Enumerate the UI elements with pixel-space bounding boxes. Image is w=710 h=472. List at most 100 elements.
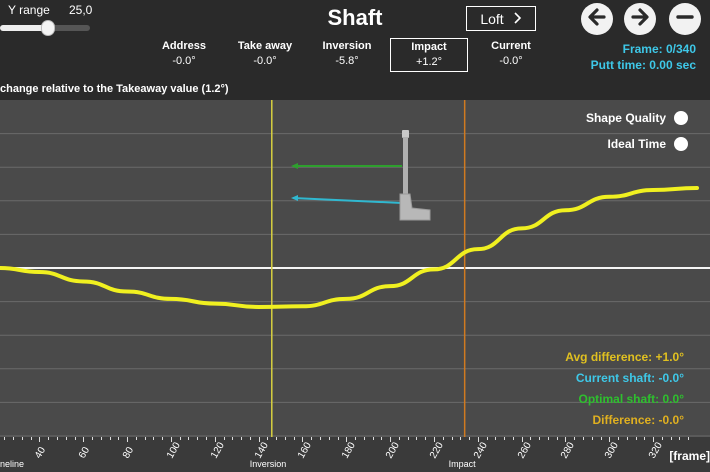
x-minor-tick (679, 437, 681, 440)
metric-impact[interactable]: Impact +1.2° (390, 38, 468, 72)
x-minor-tick (100, 437, 102, 440)
metric-inversion-label: Inversion (322, 40, 372, 52)
x-minor-tick (433, 437, 435, 442)
x-minor-tick (48, 437, 50, 440)
x-minor-tick (21, 437, 23, 440)
x-axis-area (0, 437, 710, 472)
frame-info: Frame: 0/340 Putt time: 0.00 sec (591, 41, 696, 73)
x-minor-tick (688, 437, 690, 440)
x-minor-tick (13, 437, 15, 440)
x-minor-tick (355, 437, 357, 440)
x-minor-tick (30, 437, 32, 440)
y-range-label: Y range (8, 3, 50, 17)
x-minor-tick (170, 437, 172, 442)
chart-subtitle: change relative to the Takeaway value (1… (0, 83, 229, 95)
metric-take-away-label: Take away (237, 40, 293, 52)
x-minor-tick (600, 437, 602, 440)
x-minor-tick (635, 437, 637, 440)
x-minor-tick (626, 437, 628, 440)
x-minor-tick (547, 437, 549, 440)
loft-button[interactable]: Loft (466, 6, 536, 31)
x-minor-tick (293, 437, 295, 440)
minus-button[interactable] (669, 3, 701, 35)
x-minor-tick (127, 437, 129, 442)
arrow-left-icon (586, 6, 608, 32)
x-minor-tick (276, 437, 278, 440)
x-minor-tick (521, 437, 523, 442)
x-minor-tick (565, 437, 567, 442)
metric-inversion[interactable]: Inversion -5.8° (302, 40, 392, 67)
timeline-label: neline (0, 459, 25, 469)
x-minor-tick (109, 437, 111, 440)
x-minor-tick (451, 437, 453, 440)
x-minor-tick (442, 437, 444, 440)
back-button[interactable] (581, 3, 613, 35)
current-shaft-arrow (292, 197, 403, 204)
x-minor-tick (135, 437, 137, 440)
frame-counter: Frame: 0/340 (622, 42, 696, 56)
x-minor-tick (460, 437, 462, 440)
forward-button[interactable] (624, 3, 656, 35)
ideal-time-toggle-icon[interactable] (674, 137, 688, 151)
y-range-value: 25,0 (69, 3, 93, 17)
legend-ideal-time-label: Ideal Time (607, 137, 666, 151)
stat-avg-difference: Avg difference: +1.0° (565, 350, 684, 364)
x-minor-tick (337, 437, 339, 440)
x-minor-tick (539, 437, 541, 440)
metric-impact-label: Impact (411, 41, 447, 53)
page-title: Shaft (327, 5, 383, 30)
metric-address[interactable]: Address -0.0° (139, 40, 229, 67)
x-minor-tick (284, 437, 286, 440)
shape-quality-toggle-icon[interactable] (674, 111, 688, 125)
x-minor-tick (495, 437, 497, 440)
marker-label-impact: Impact (448, 459, 476, 469)
y-range-slider-fill (0, 25, 48, 31)
x-minor-tick (609, 437, 611, 442)
x-minor-tick (74, 437, 76, 440)
x-minor-tick (390, 437, 392, 442)
minus-icon (674, 6, 696, 32)
y-range-slider-knob[interactable] (40, 20, 55, 36)
x-minor-tick (4, 437, 6, 440)
x-minor-tick (425, 437, 427, 440)
x-minor-tick (223, 437, 225, 440)
putter-shaft-cap (402, 130, 409, 138)
x-minor-tick (302, 437, 304, 442)
chart-plot-area[interactable]: Shape Quality Ideal Time Avg difference:… (0, 100, 710, 437)
x-minor-tick (267, 437, 269, 440)
x-minor-tick (320, 437, 321, 440)
x-minor-tick (249, 437, 251, 440)
x-minor-tick (92, 437, 94, 440)
metric-take-away[interactable]: Take away -0.0° (220, 40, 310, 67)
metric-current-label: Current (491, 40, 531, 52)
shaft-angle-curve (0, 186, 699, 309)
y-range-slider[interactable] (0, 20, 90, 36)
legend-ideal-time[interactable]: Ideal Time (608, 137, 688, 151)
x-minor-tick (670, 437, 672, 440)
x-minor-tick (486, 437, 488, 440)
x-minor-tick (346, 437, 348, 442)
x-minor-tick (591, 437, 593, 440)
x-minor-tick (56, 437, 58, 440)
x-minor-tick (83, 437, 85, 442)
x-minor-tick (311, 437, 313, 440)
x-minor-tick (469, 437, 471, 440)
metric-current-value: -0.0° (499, 55, 523, 67)
metric-address-value: -0.0° (172, 55, 196, 67)
x-minor-tick (661, 437, 663, 440)
x-minor-tick (618, 437, 620, 440)
x-minor-tick (153, 437, 155, 440)
x-minor-tick (328, 437, 330, 440)
x-minor-tick (363, 437, 365, 440)
x-minor-tick (530, 437, 532, 440)
x-minor-tick (574, 437, 576, 440)
metric-take-away-value: -0.0° (253, 55, 277, 67)
metric-current[interactable]: Current -0.0° (466, 40, 556, 67)
chart-svg (0, 100, 710, 437)
x-minor-tick (162, 437, 164, 440)
legend-shape-quality[interactable]: Shape Quality (586, 111, 688, 125)
x-minor-tick (556, 437, 558, 440)
x-minor-tick (416, 437, 418, 440)
stat-difference: Difference: -0.0° (592, 413, 685, 427)
arrow-right-icon (629, 6, 651, 32)
